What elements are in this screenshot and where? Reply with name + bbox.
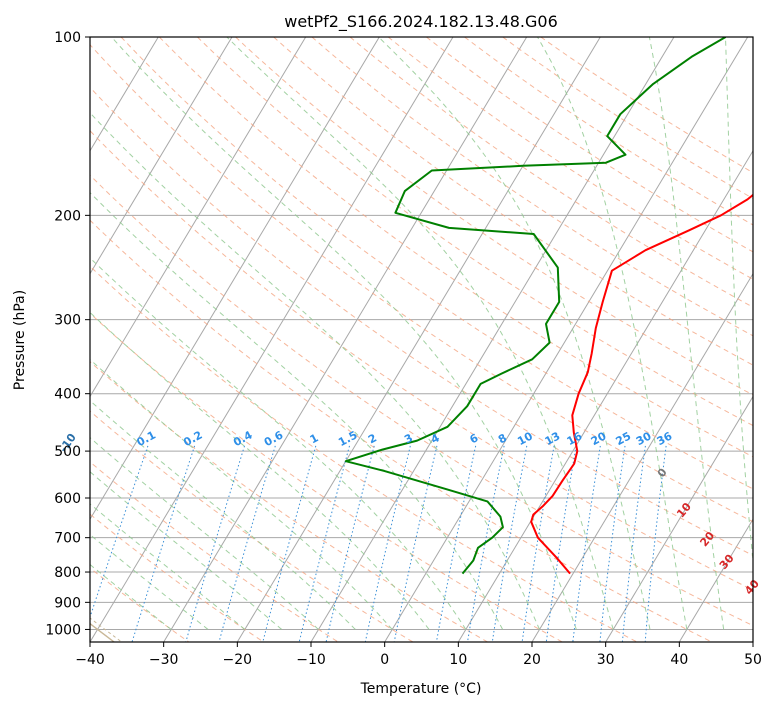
moist-adiabat-line <box>90 358 393 630</box>
isotherm-line <box>384 37 749 642</box>
dry-adiabat-line <box>426 37 753 253</box>
mixing-ratio-label: 25 <box>614 429 634 448</box>
mixing-ratio-label: 20 <box>589 429 609 448</box>
dewpoint-profile-line <box>344 37 727 575</box>
y-tick-label: 600 <box>54 491 81 507</box>
moist-adiabat-line <box>226 37 614 630</box>
y-tick-label: 800 <box>54 565 81 581</box>
y-axis: 100 200 300 400 500 600 700 800 900 1000 <box>45 30 90 638</box>
dry-adiabat-line <box>90 44 753 523</box>
dry-adiabat-line <box>90 360 488 642</box>
mixing-ratio-line <box>621 445 646 642</box>
dry-adiabat-line <box>90 312 563 642</box>
isotherm-line <box>90 37 380 521</box>
moist-adiabat-line <box>725 37 753 566</box>
y-axis-title: Pressure (hPa) <box>12 290 28 390</box>
dry-adiabat-line <box>158 37 753 458</box>
mixing-ratio-line <box>599 445 626 642</box>
moist-adiabat-line <box>90 436 319 630</box>
dry-adiabat-line <box>197 37 753 427</box>
mixing-ratio-label: 16 <box>565 429 585 448</box>
mixing-ratio-line <box>644 445 667 642</box>
moist-adiabat-line <box>90 112 540 630</box>
x-tick-label: −10 <box>296 652 326 668</box>
y-tick-label: 100 <box>54 30 81 46</box>
dry-adiabat-line <box>90 86 753 557</box>
mixing-ratio-line <box>467 445 505 642</box>
isotherm-line <box>236 37 601 642</box>
mixing-ratio-line <box>491 445 528 642</box>
isotherm-line <box>163 37 528 642</box>
moist-adiabat-line <box>90 191 504 630</box>
mixing-ratio-line <box>521 445 555 642</box>
dry-adiabat-line <box>235 37 753 396</box>
isotherm-line <box>678 518 753 642</box>
moist-adiabat-line <box>90 311 430 630</box>
dry-adiabat-line <box>90 174 753 627</box>
x-axis: −40 −30 −20 −10 0 10 20 30 40 50 <box>75 642 762 668</box>
x-tick-label: −30 <box>149 652 179 668</box>
moist-adiabat-line <box>90 257 467 630</box>
x-axis-title: Temperature (°C) <box>360 681 482 697</box>
y-tick-label: 900 <box>54 595 81 611</box>
dry-adiabat-line <box>349 37 753 308</box>
background-lines <box>90 37 753 642</box>
mixing-ratio-line <box>572 445 601 642</box>
y-tick-label: 200 <box>54 208 81 224</box>
dry-adiabat-line <box>120 37 753 490</box>
mixing-ratio-label: 13 <box>543 429 563 448</box>
isotherm-line <box>90 37 233 275</box>
x-tick-label: 0 <box>380 652 389 668</box>
x-tick-label: 20 <box>523 652 541 668</box>
temperature-profile-line <box>530 193 753 575</box>
isotherm-line <box>90 37 159 152</box>
mixing-ratio-line <box>325 445 375 642</box>
x-tick-label: 50 <box>744 652 762 668</box>
dry-adiabat-line <box>90 130 753 591</box>
moist-adiabat-line <box>111 37 577 630</box>
moist-adiabat-line <box>378 37 651 630</box>
plot-frame <box>89 36 754 643</box>
x-tick-label: 10 <box>449 652 467 668</box>
mixing-ratio-label: 10 <box>515 429 535 448</box>
mixing-ratio-line <box>545 445 577 642</box>
mixing-ratio-line <box>393 445 438 642</box>
profile-lines <box>344 37 753 575</box>
mixing-ratio-line <box>298 445 350 642</box>
mixing-ratio-line <box>364 445 411 642</box>
moist-adiabat-line <box>90 399 356 630</box>
isotherm-line <box>457 149 753 642</box>
y-tick-label: 500 <box>54 444 81 460</box>
x-tick-label: −40 <box>75 652 105 668</box>
y-tick-label: 700 <box>54 531 81 547</box>
mixing-ratio-line <box>90 445 149 619</box>
mixing-ratio-label: 36 <box>655 429 675 448</box>
isotherm-line <box>90 37 454 642</box>
dry-adiabat-line <box>540 37 753 174</box>
mixing-ratio-label: 30 <box>634 429 654 448</box>
moist-adiabat-line <box>90 503 246 630</box>
y-tick-label: 400 <box>54 387 81 403</box>
moist-adiabat-line <box>90 471 283 630</box>
isotherm-line <box>90 37 307 398</box>
x-tick-label: 30 <box>597 652 615 668</box>
mixing-ratio-line <box>435 445 477 642</box>
x-tick-label: 40 <box>670 652 688 668</box>
y-tick-label: 300 <box>54 313 81 329</box>
isotherm-line <box>531 272 753 642</box>
isotherm-line <box>605 395 753 642</box>
moist-adiabat-line <box>537 37 688 630</box>
mixing-ratio-line <box>262 445 317 642</box>
y-tick-label: 1000 <box>45 622 81 638</box>
moist-adiabat-line <box>648 37 725 630</box>
dry-adiabat-line <box>90 219 712 642</box>
chart-title: wetPf2_S166.2024.182.13.48.G06 <box>284 12 558 32</box>
x-tick-label: −20 <box>223 652 253 668</box>
